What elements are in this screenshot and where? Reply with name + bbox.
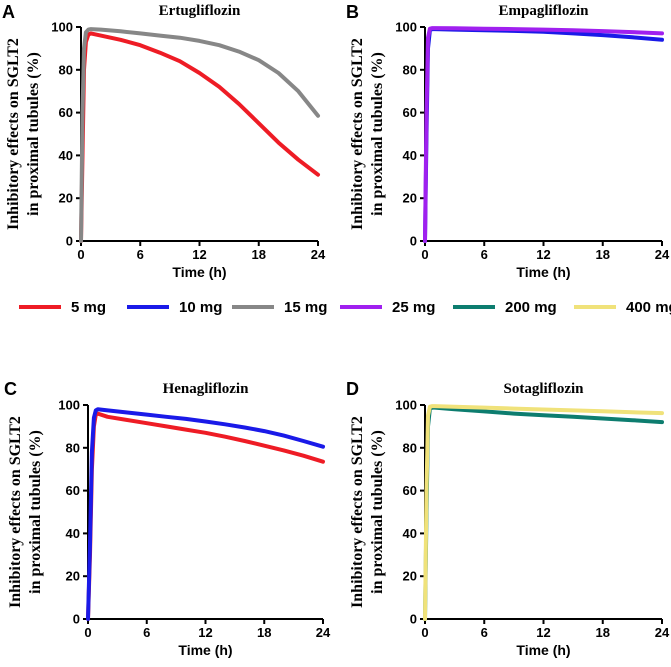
series-line-10-mg <box>86 407 325 621</box>
x-tick-label: 18 <box>596 625 610 640</box>
x-tick-label: 6 <box>481 625 488 640</box>
x-tick-label: 24 <box>316 625 331 640</box>
y-tick-label: 60 <box>403 105 417 120</box>
y-tick-label: 100 <box>51 20 73 35</box>
y-tick-label: 40 <box>403 526 417 541</box>
y-tick-label: 0 <box>410 234 417 249</box>
y-tick-label: 80 <box>403 440 417 455</box>
x-axis-label: Time (h) <box>172 264 226 280</box>
x-tick-label: 18 <box>252 247 266 262</box>
legend-label: 25 mg <box>392 299 435 316</box>
x-tick-label: 12 <box>192 247 206 262</box>
x-tick-label: 6 <box>137 247 144 262</box>
x-tick-label: 0 <box>84 625 91 640</box>
legend-label: 5 mg <box>71 299 106 316</box>
y-axis-label: Inhibitory effects on SGLT2 <box>349 416 366 608</box>
y-tick-label: 80 <box>403 62 417 77</box>
y-tick-label: 40 <box>66 526 80 541</box>
x-tick-label: 0 <box>421 247 428 262</box>
chart-title: Henagliflozin <box>163 381 249 397</box>
y-tick-label: 20 <box>403 569 417 584</box>
panel-a: A Ertugliflozin 0 20 40 60 80 100 0 6 12 18 24 Time (… <box>2 2 326 280</box>
chart-title: Empagliflozin <box>498 3 589 19</box>
series-line-400-mg <box>423 404 664 621</box>
y-axis-label: in proximal tubules (%) <box>369 52 386 216</box>
legend-label: 400 mg <box>626 299 671 316</box>
y-tick-label: 20 <box>403 191 417 206</box>
y-tick-label: 0 <box>66 234 73 249</box>
legend-item: 400 mg <box>574 299 671 316</box>
y-tick-label: 100 <box>395 398 417 413</box>
legend-item: 25 mg <box>340 299 435 316</box>
y-tick-label: 0 <box>410 612 417 627</box>
x-axis-label: Time (h) <box>516 264 570 280</box>
legend-label: 10 mg <box>179 299 222 316</box>
panel-letter: A <box>2 2 15 22</box>
y-axis-label: in proximal tubules (%) <box>25 52 42 216</box>
y-tick-label: 40 <box>59 148 73 163</box>
x-tick-label: 24 <box>311 247 326 262</box>
x-tick-label: 12 <box>198 625 212 640</box>
series-line-10-mg <box>423 27 664 243</box>
x-tick-label: 6 <box>143 625 150 640</box>
y-tick-label: 80 <box>59 62 73 77</box>
y-tick-label: 20 <box>59 191 73 206</box>
legend-item: 10 mg <box>127 299 222 316</box>
panel-letter: D <box>346 379 359 399</box>
series-line-5-mg <box>79 31 320 243</box>
legend-label: 15 mg <box>284 299 327 316</box>
x-axis-label: Time (h) <box>516 642 570 658</box>
x-tick-label: 0 <box>421 625 428 640</box>
x-tick-label: 6 <box>481 247 488 262</box>
x-tick-label: 12 <box>536 625 550 640</box>
y-tick-label: 60 <box>66 483 80 498</box>
x-tick-label: 24 <box>655 625 670 640</box>
y-tick-label: 100 <box>395 20 417 35</box>
x-tick-label: 18 <box>257 625 271 640</box>
y-tick-label: 60 <box>59 105 73 120</box>
panel-c: C Henagliflozin 0 20 40 60 80 100 0 6 12 18 24 Time (… <box>4 379 331 658</box>
y-axis-label: Inhibitory effects on SGLT2 <box>349 38 366 230</box>
series-line-5-mg <box>86 411 325 621</box>
series-line-15-mg <box>79 27 320 243</box>
y-tick-label: 80 <box>66 440 80 455</box>
panel-letter: B <box>346 2 359 22</box>
legend-item: 200 mg <box>453 299 557 316</box>
x-tick-label: 24 <box>655 247 670 262</box>
y-tick-label: 100 <box>58 398 80 413</box>
panel-d: D Sotagliflozin 0 20 40 60 80 100 0 6 12 18 24 Time (… <box>346 379 670 658</box>
series-line-25-mg <box>423 26 664 243</box>
y-axis-label: Inhibitory effects on SGLT2 <box>5 38 22 230</box>
panel-b: B Empagliflozin 0 20 40 60 80 100 0 6 12 18 24 Time (… <box>346 2 670 280</box>
y-axis-label: in proximal tubules (%) <box>27 430 44 594</box>
x-axis-label: Time (h) <box>178 642 232 658</box>
chart-title: Sotagliflozin <box>503 381 584 397</box>
y-tick-label: 40 <box>403 148 417 163</box>
y-tick-label: 60 <box>403 483 417 498</box>
legend: 5 mg 10 mg 15 mg 25 mg 200 mg 400 mg <box>19 299 671 316</box>
legend-item: 5 mg <box>19 299 106 316</box>
chart-title: Ertugliflozin <box>159 3 241 19</box>
y-tick-label: 20 <box>66 569 80 584</box>
y-axis-label: in proximal tubules (%) <box>369 430 386 594</box>
x-tick-label: 0 <box>77 247 84 262</box>
panel-letter: C <box>4 379 17 399</box>
y-axis-label: Inhibitory effects on SGLT2 <box>7 416 24 608</box>
legend-item: 15 mg <box>232 299 327 316</box>
x-tick-label: 18 <box>596 247 610 262</box>
y-tick-label: 0 <box>73 612 80 627</box>
x-tick-label: 12 <box>536 247 550 262</box>
series-line-200-mg <box>423 405 664 621</box>
legend-label: 200 mg <box>505 299 557 316</box>
